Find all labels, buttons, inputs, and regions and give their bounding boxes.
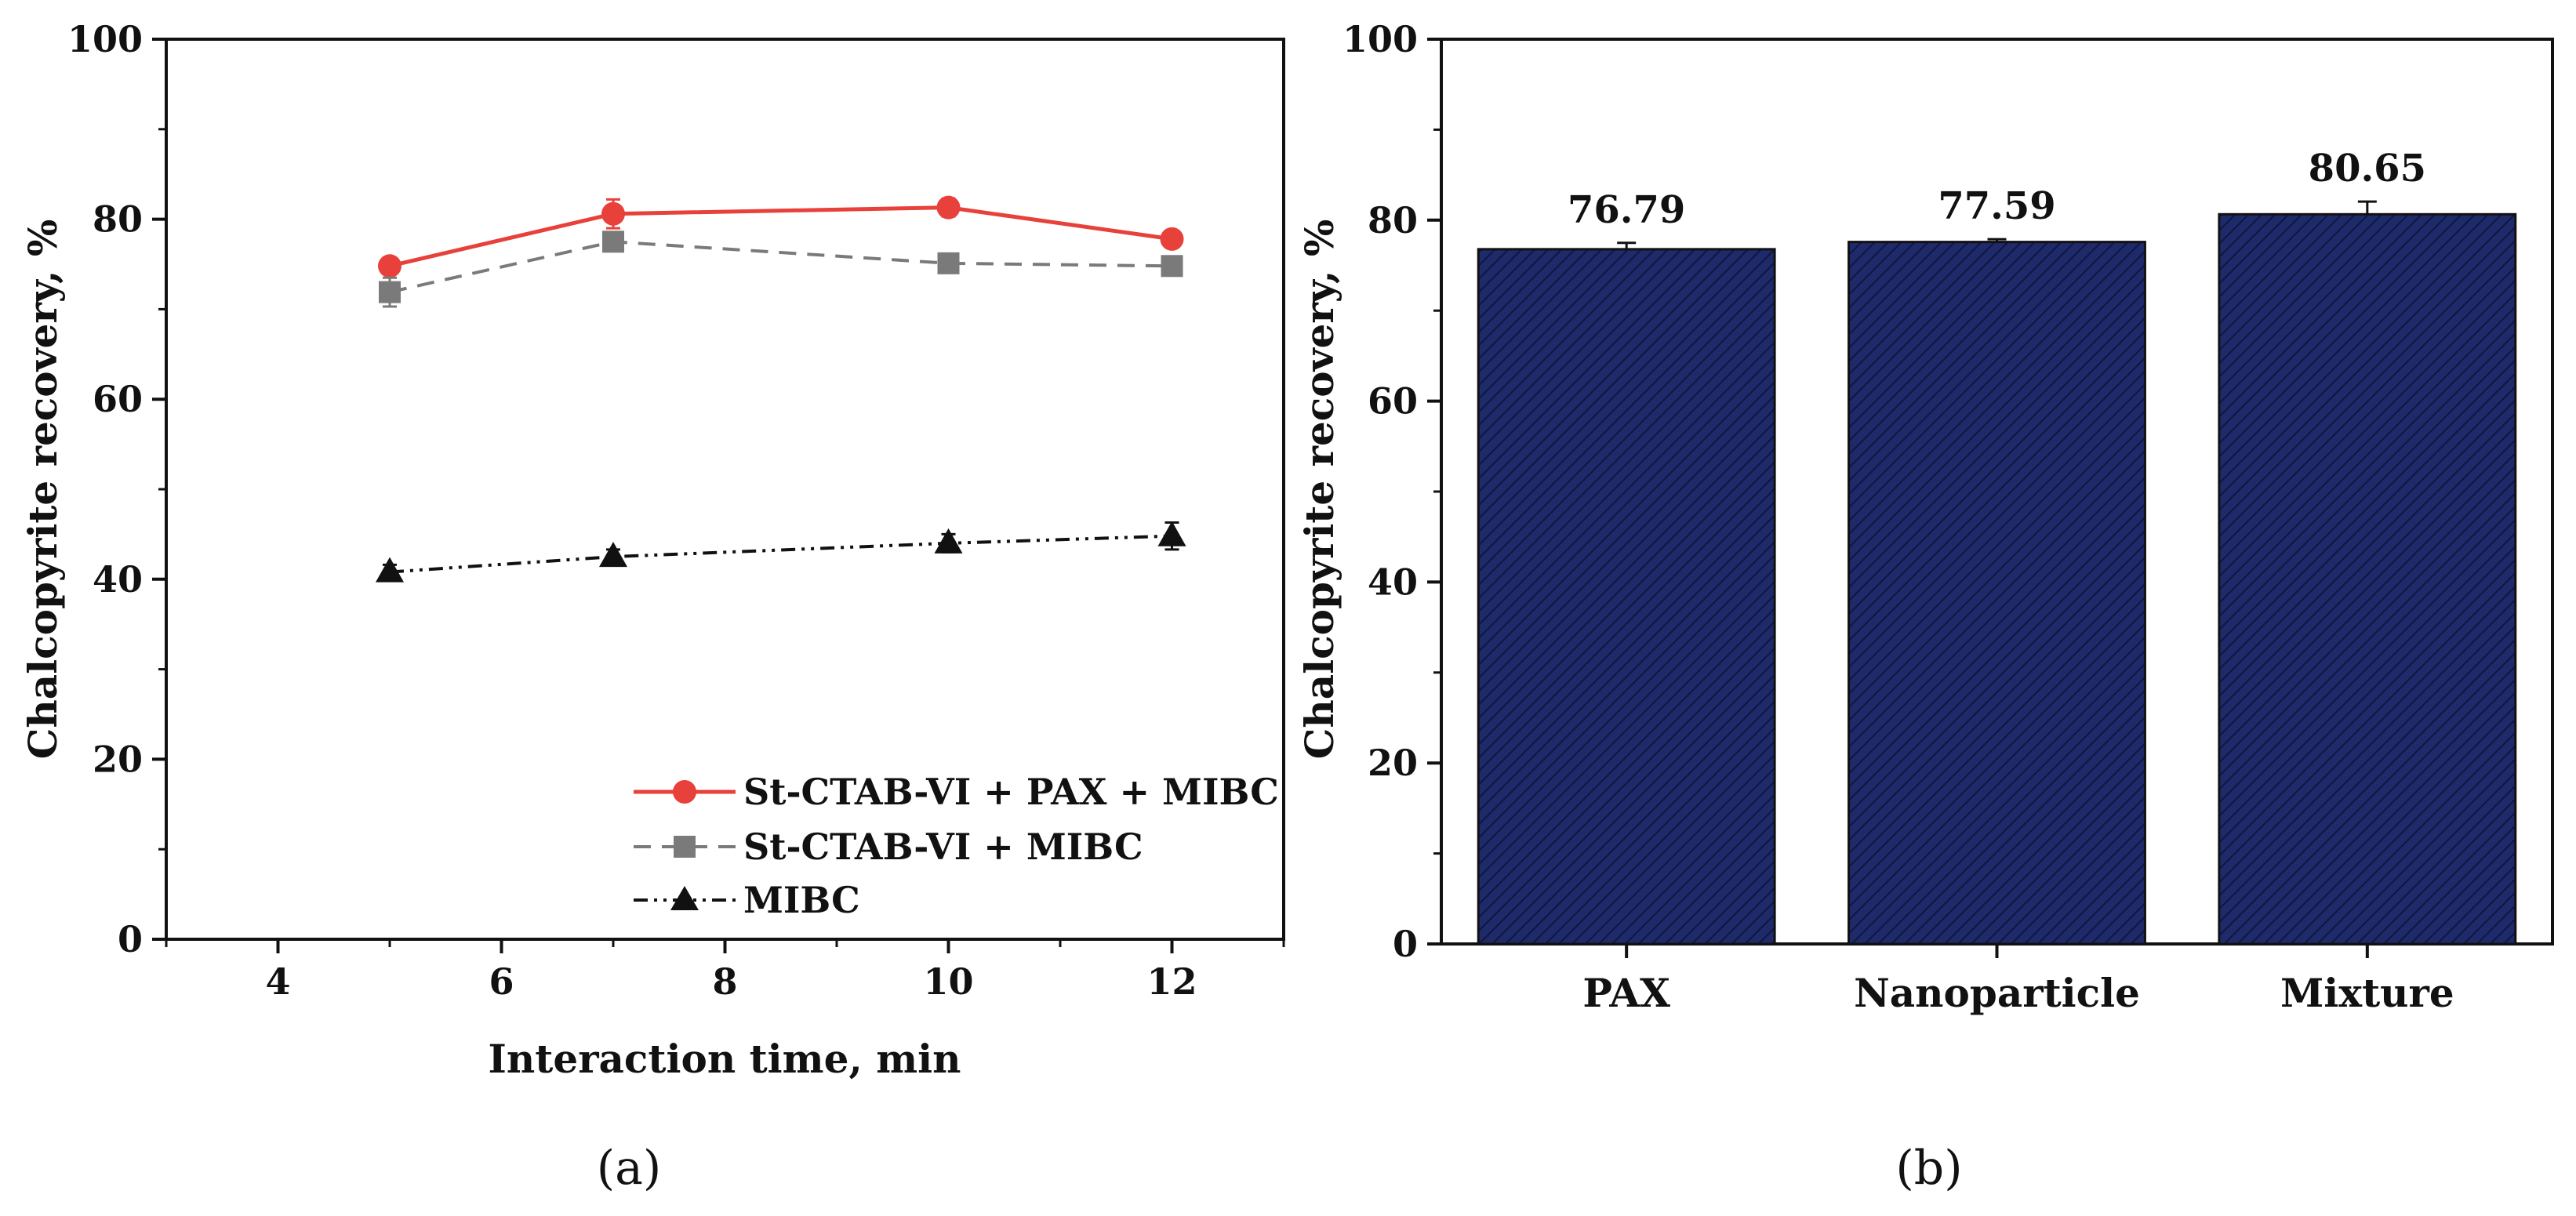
panel-b-category-label: Nanoparticle bbox=[1854, 970, 2140, 1016]
panel-b-y-tick-label: 20 bbox=[1368, 742, 1418, 784]
panel-a-x-tick-label: 8 bbox=[712, 960, 737, 1003]
panel-a-x-tick-label: 4 bbox=[265, 960, 290, 1003]
panel-a-line-chart: 0 20 40 60 80 100 4 6 8 10 12 Interaction time, mi… bbox=[20, 18, 1285, 1196]
series-line-mibc bbox=[389, 534, 1172, 574]
panel-a-label: (a) bbox=[597, 1141, 662, 1196]
bar-mixture bbox=[2218, 212, 2517, 946]
panel-b-bars-layer: 76.79 PAX 77.59 Nanoparticle 80.65 Mixture bbox=[1477, 147, 2517, 1016]
legend-label-series-1: St-CTAB-VI + PAX + MIBC bbox=[743, 771, 1279, 813]
bar-group-nanoparticle: 77.59 Nanoparticle bbox=[1848, 184, 2146, 1016]
panel-b-y-tick-label: 40 bbox=[1368, 561, 1418, 603]
bar-value-label: 76.79 bbox=[1568, 188, 1685, 232]
panel-a-y-axis-title: Chalcopyrite recovery, % bbox=[20, 220, 66, 760]
panel-b-category-label: Mixture bbox=[2280, 970, 2454, 1016]
legend-item-series-3: MIBC bbox=[634, 879, 860, 921]
data-point bbox=[936, 195, 961, 220]
data-point bbox=[937, 252, 960, 274]
panel-a-legend: St-CTAB-VI + PAX + MIBC St-CTAB-VI + MIB… bbox=[634, 771, 1279, 921]
bar-group-pax: 76.79 PAX bbox=[1477, 188, 1776, 1016]
legend-circle-marker bbox=[673, 780, 696, 804]
panel-a-x-tick-label: 12 bbox=[1146, 960, 1197, 1003]
panel-a-y-tick-label: 100 bbox=[67, 18, 143, 60]
bar-value-label: 80.65 bbox=[2309, 147, 2426, 191]
data-point bbox=[934, 528, 963, 554]
bar-pax bbox=[1477, 248, 1776, 946]
panel-a-y-tick-label: 20 bbox=[93, 738, 143, 780]
panel-b-y-axis-title: Chalcopyrite recovery, % bbox=[1296, 220, 1342, 760]
data-point bbox=[1161, 255, 1183, 278]
panel-a-x-tick-label: 6 bbox=[489, 960, 514, 1003]
series-st-ctab-vi-pax-mibc bbox=[378, 195, 1184, 278]
panel-b-category-label: PAX bbox=[1582, 970, 1670, 1016]
bar-nanoparticle bbox=[1848, 241, 2146, 946]
legend-label-series-3: MIBC bbox=[743, 879, 860, 921]
bar-group-mixture: 80.65 Mixture bbox=[2218, 147, 2517, 1016]
series-line-st-ctab-vi-mibc bbox=[389, 240, 1172, 294]
data-point bbox=[599, 542, 627, 568]
series-line-st-ctab-vi-pax-mibc bbox=[389, 205, 1172, 268]
data-point bbox=[602, 230, 624, 253]
legend-item-series-1: St-CTAB-VI + PAX + MIBC bbox=[634, 771, 1279, 813]
panel-a-series-layer bbox=[376, 195, 1186, 583]
panel-b-label: (b) bbox=[1895, 1141, 1962, 1196]
panel-b-bar-chart: 0 20 40 60 80 100 76.79 PAX 77.59 Nanoparticle 80… bbox=[1296, 18, 2554, 1196]
data-point bbox=[376, 557, 404, 583]
panel-a-y-tick-label: 80 bbox=[93, 198, 143, 241]
panel-a-x-axis-title: Interaction time, min bbox=[489, 1036, 961, 1082]
panel-b-y-tick-label: 60 bbox=[1368, 380, 1418, 423]
data-point bbox=[378, 254, 401, 278]
data-point bbox=[601, 201, 625, 226]
legend-label-series-2: St-CTAB-VI + MIBC bbox=[743, 826, 1143, 868]
panel-b-y-tick-label: 80 bbox=[1368, 199, 1418, 241]
legend-square-marker bbox=[674, 836, 696, 858]
panel-a-y-tick-label: 40 bbox=[93, 558, 143, 601]
panel-a-y-tick-label: 60 bbox=[93, 378, 143, 420]
bar-value-label: 77.59 bbox=[1938, 184, 2055, 228]
legend-triangle-marker bbox=[670, 886, 699, 910]
panel-a-x-tick-label: 10 bbox=[923, 960, 973, 1003]
series-st-ctab-vi-mibc bbox=[379, 230, 1183, 308]
panel-b-ticks: 0 20 40 60 80 100 bbox=[1342, 18, 1441, 965]
panel-a-y-tick-label: 0 bbox=[118, 918, 143, 960]
data-point bbox=[1160, 227, 1184, 251]
series-mibc bbox=[376, 521, 1186, 583]
data-point bbox=[1157, 521, 1186, 546]
legend-item-series-2: St-CTAB-VI + MIBC bbox=[634, 826, 1143, 868]
panel-b-y-tick-label: 100 bbox=[1342, 18, 1418, 60]
panel-a-ticks: 0 20 40 60 80 100 4 6 8 10 12 bbox=[67, 18, 1285, 1003]
data-point bbox=[379, 281, 401, 303]
panel-b-y-tick-label: 0 bbox=[1393, 923, 1418, 965]
